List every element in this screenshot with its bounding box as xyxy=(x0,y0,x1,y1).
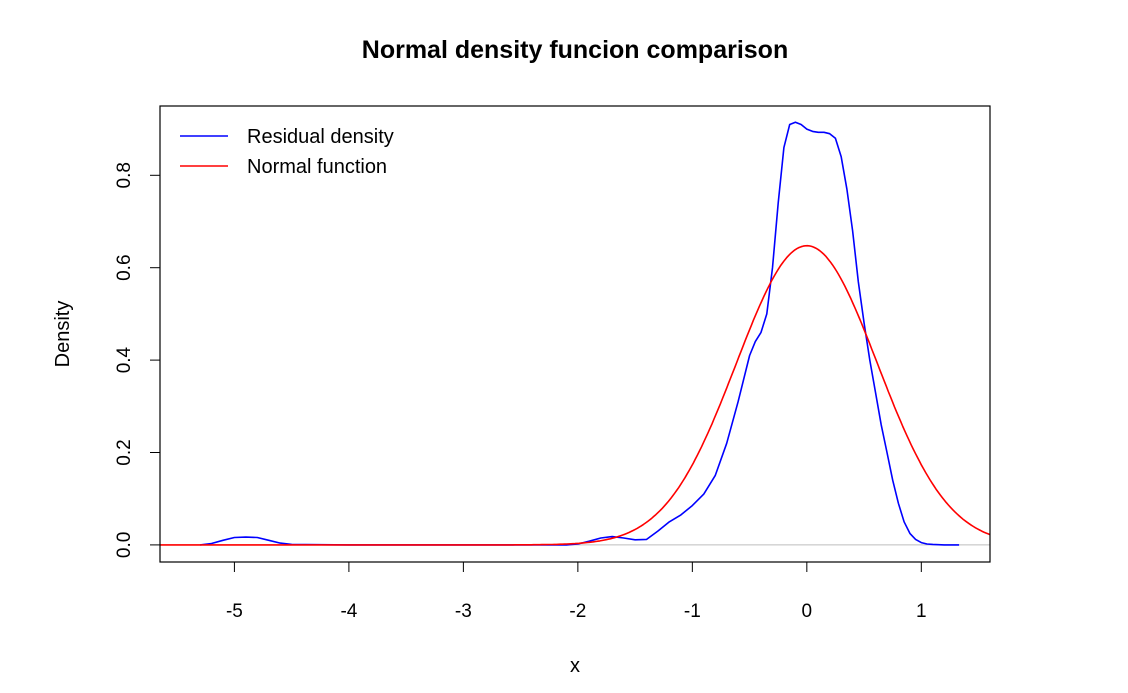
x-tick-label: -1 xyxy=(684,601,701,622)
y-tick-label: 0.2 xyxy=(114,439,135,465)
y-axis-label: Density xyxy=(52,301,74,368)
plot-frame xyxy=(159,105,991,563)
x-tick-label: 0 xyxy=(802,601,813,622)
legend-label-normal-function: Normal function xyxy=(247,156,387,178)
series-line-normal-function xyxy=(160,244,991,546)
x-axis-label: x xyxy=(570,655,580,677)
y-tick-label: 0.6 xyxy=(114,254,135,280)
x-tick-label: -2 xyxy=(569,601,586,622)
y-tick-label: 0.8 xyxy=(114,162,135,188)
y-axis: 0.0 0.2 0.4 0.6 0.8 xyxy=(114,162,160,558)
x-tick-label: -5 xyxy=(226,601,243,622)
x-tick-label: 1 xyxy=(916,601,927,622)
chart-title: Normal density funcion comparison xyxy=(362,36,788,64)
series-layer xyxy=(160,121,991,546)
x-tick-label: -4 xyxy=(340,601,357,622)
legend: Residual density Normal function xyxy=(180,126,394,178)
y-tick-label: 0.0 xyxy=(114,532,135,558)
series-line-residual-density xyxy=(200,121,960,546)
y-tick-label: 0.4 xyxy=(114,346,135,373)
x-tick-label: -3 xyxy=(455,601,472,622)
legend-label-residual-density: Residual density xyxy=(247,126,394,148)
x-axis: -5 -4 -3 -2 -1 0 1 xyxy=(226,561,927,622)
